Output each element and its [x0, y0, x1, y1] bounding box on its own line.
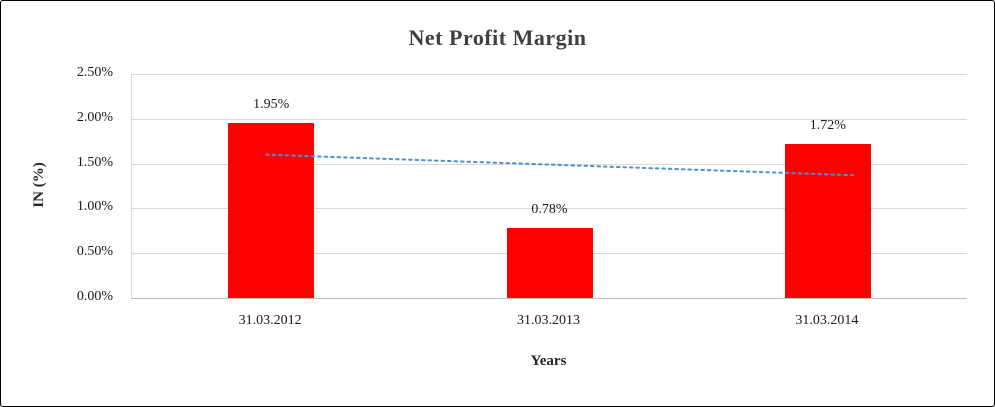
y-tick-label: 1.50%	[76, 154, 113, 170]
x-tick-label: 31.03.2014	[795, 313, 859, 328]
y-tick-label: 0.00%	[76, 289, 113, 304]
x-tick-label: 31.03.2013	[517, 313, 580, 328]
x-axis-title: Years	[530, 353, 567, 369]
bar	[506, 228, 593, 298]
x-tick-label: 31.03.2012	[238, 313, 302, 328]
y-tick-label: 2.00%	[76, 109, 113, 125]
gridline	[132, 163, 967, 165]
bar	[784, 143, 871, 298]
bar-data-label: 1.95%	[253, 97, 290, 113]
chart-title: Net Profit Margin	[408, 25, 587, 50]
y-tick-label: 1.00%	[76, 199, 113, 215]
y-tick-label: 0.50%	[76, 244, 113, 260]
gridline	[132, 208, 967, 210]
trendline-segment	[265, 153, 854, 177]
y-tick-label: 2.50%	[76, 65, 113, 80]
bar	[228, 123, 315, 298]
trendline	[265, 153, 854, 177]
plot-area: 1.95% 0.78% 1.72%	[131, 74, 967, 299]
y-axis-title: IN (%)	[31, 162, 47, 208]
gridline	[132, 118, 967, 120]
bar-data-label: 0.78%	[531, 202, 568, 218]
bar-data-label: 1.72%	[809, 117, 846, 133]
gridline	[132, 74, 967, 75]
